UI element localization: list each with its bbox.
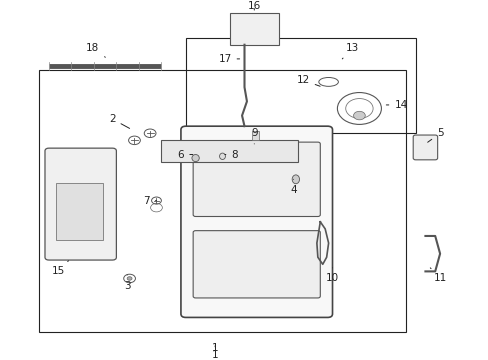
Text: 18: 18 bbox=[86, 43, 105, 57]
Text: 5: 5 bbox=[427, 128, 443, 142]
Text: 7: 7 bbox=[143, 195, 156, 206]
Bar bbox=[39, 69, 405, 332]
Text: 6: 6 bbox=[177, 149, 192, 159]
Text: 10: 10 bbox=[325, 268, 338, 283]
Ellipse shape bbox=[192, 154, 199, 162]
FancyBboxPatch shape bbox=[181, 126, 332, 318]
Text: 3: 3 bbox=[123, 275, 130, 291]
Bar bbox=[251, 131, 259, 140]
Text: 15: 15 bbox=[52, 261, 68, 276]
Text: 11: 11 bbox=[429, 268, 446, 283]
Text: 16: 16 bbox=[247, 1, 261, 11]
Text: 12: 12 bbox=[296, 75, 320, 86]
FancyBboxPatch shape bbox=[45, 148, 116, 260]
Ellipse shape bbox=[219, 153, 225, 159]
Text: 17: 17 bbox=[218, 54, 239, 64]
Bar bbox=[161, 140, 298, 162]
Bar bbox=[229, 13, 278, 45]
Text: 1: 1 bbox=[211, 342, 218, 352]
Text: 8: 8 bbox=[224, 149, 238, 159]
Ellipse shape bbox=[291, 175, 299, 184]
Text: 9: 9 bbox=[250, 128, 257, 144]
Circle shape bbox=[353, 111, 365, 120]
Text: 14: 14 bbox=[386, 100, 407, 110]
Text: 13: 13 bbox=[342, 43, 358, 59]
Text: 4: 4 bbox=[289, 179, 296, 195]
Bar bbox=[56, 183, 102, 239]
FancyBboxPatch shape bbox=[193, 231, 320, 298]
Text: 1: 1 bbox=[211, 346, 218, 360]
FancyBboxPatch shape bbox=[412, 135, 437, 160]
Bar bbox=[185, 38, 415, 133]
Circle shape bbox=[127, 277, 132, 280]
Text: 2: 2 bbox=[109, 114, 129, 129]
FancyBboxPatch shape bbox=[193, 142, 320, 216]
